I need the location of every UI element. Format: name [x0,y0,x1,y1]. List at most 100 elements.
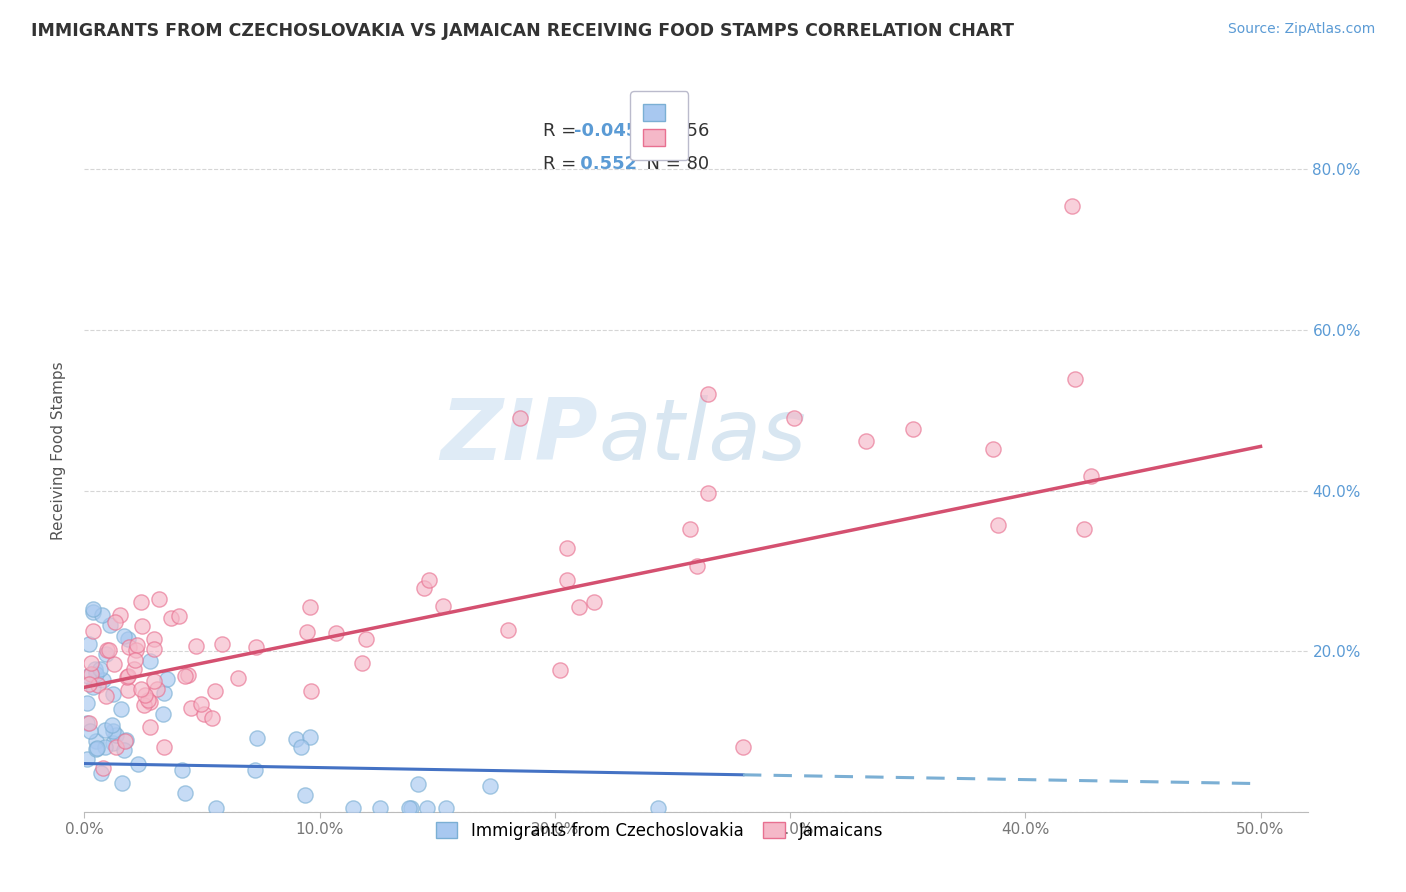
Point [294,788,316,802]
Text: IMMIGRANTS FROM CZECHOSLOVAKIA VS JAMAICAN RECEIVING FOOD STAMPS CORRELATION CHA: IMMIGRANTS FROM CZECHOSLOVAKIA VS JAMAIC… [31,22,1014,40]
Point [82,624,104,638]
Point [647,801,669,815]
Point [125,638,148,652]
Point [79,724,101,739]
Point [159,611,181,625]
Text: R =: R = [543,154,582,173]
Point [174,668,197,682]
Point [124,662,146,676]
Point [153,739,176,754]
Point [101,718,124,732]
Point [94,723,117,738]
Point [129,682,152,697]
Point [298,731,321,745]
Point [245,640,267,655]
Point [200,711,222,725]
Point [406,777,429,791]
Point [101,687,124,701]
Point [478,779,501,793]
Point [103,657,125,671]
Point [98,643,121,657]
Point [731,740,754,755]
Point [91,673,114,687]
Point [86,734,108,748]
Text: atlas: atlas [598,394,806,477]
Point [679,522,702,536]
Point [987,518,1010,533]
Point [299,684,322,698]
Point [686,558,709,573]
Point [112,742,135,756]
Point [98,618,121,632]
Point [153,686,176,700]
Point [190,697,212,711]
Point [104,728,127,742]
Point [82,680,104,694]
Text: N = 80: N = 80 [636,154,709,173]
Point [132,698,155,712]
Point [356,632,378,646]
Point [434,801,457,815]
Text: ZIP: ZIP [440,394,598,477]
Point [101,736,124,750]
Point [509,411,531,425]
Point [173,786,195,800]
Point [583,595,606,609]
Point [981,442,1004,457]
Point [124,653,146,667]
Point [204,684,226,698]
Point [167,609,190,624]
Point [117,669,139,683]
Point [76,668,98,682]
Point [115,733,138,747]
Point [782,411,804,425]
Point [555,541,578,555]
Point [82,605,104,619]
Y-axis label: Receiving Food Stamps: Receiving Food Stamps [51,361,66,540]
Point [103,723,125,738]
Point [177,668,200,682]
Text: R =: R = [543,122,582,140]
Point [138,720,160,734]
Point [77,637,100,651]
Point [87,677,110,691]
Point [90,608,112,623]
Point [342,801,364,815]
Point [125,643,148,657]
Point [496,623,519,637]
Point [94,689,117,703]
Point [84,667,107,681]
Point [290,740,312,755]
Point [90,766,112,780]
Point [131,619,153,633]
Point [226,671,249,685]
Point [89,662,111,676]
Legend: Immigrants from Czechoslovakia, Jamaicans: Immigrants from Czechoslovakia, Jamaican… [429,815,890,847]
Point [1073,522,1095,536]
Point [127,757,149,772]
Point [246,731,269,746]
Point [104,615,127,629]
Text: Source: ZipAtlas.com: Source: ZipAtlas.com [1227,22,1375,37]
Point [416,801,439,815]
Point [84,662,107,676]
Point [156,672,179,686]
Point [143,674,166,689]
Point [432,599,454,613]
Point [152,706,174,721]
Point [105,739,128,754]
Point [297,625,319,640]
Point [1064,372,1087,386]
Point [76,715,98,730]
Point [146,682,169,697]
Point [211,637,233,651]
Point [299,600,322,615]
Point [325,625,347,640]
Point [111,776,134,790]
Point [112,629,135,643]
Point [1062,198,1084,212]
Point [96,643,118,657]
Point [555,573,578,587]
Point [696,387,718,401]
Text: N = 56: N = 56 [636,122,709,140]
